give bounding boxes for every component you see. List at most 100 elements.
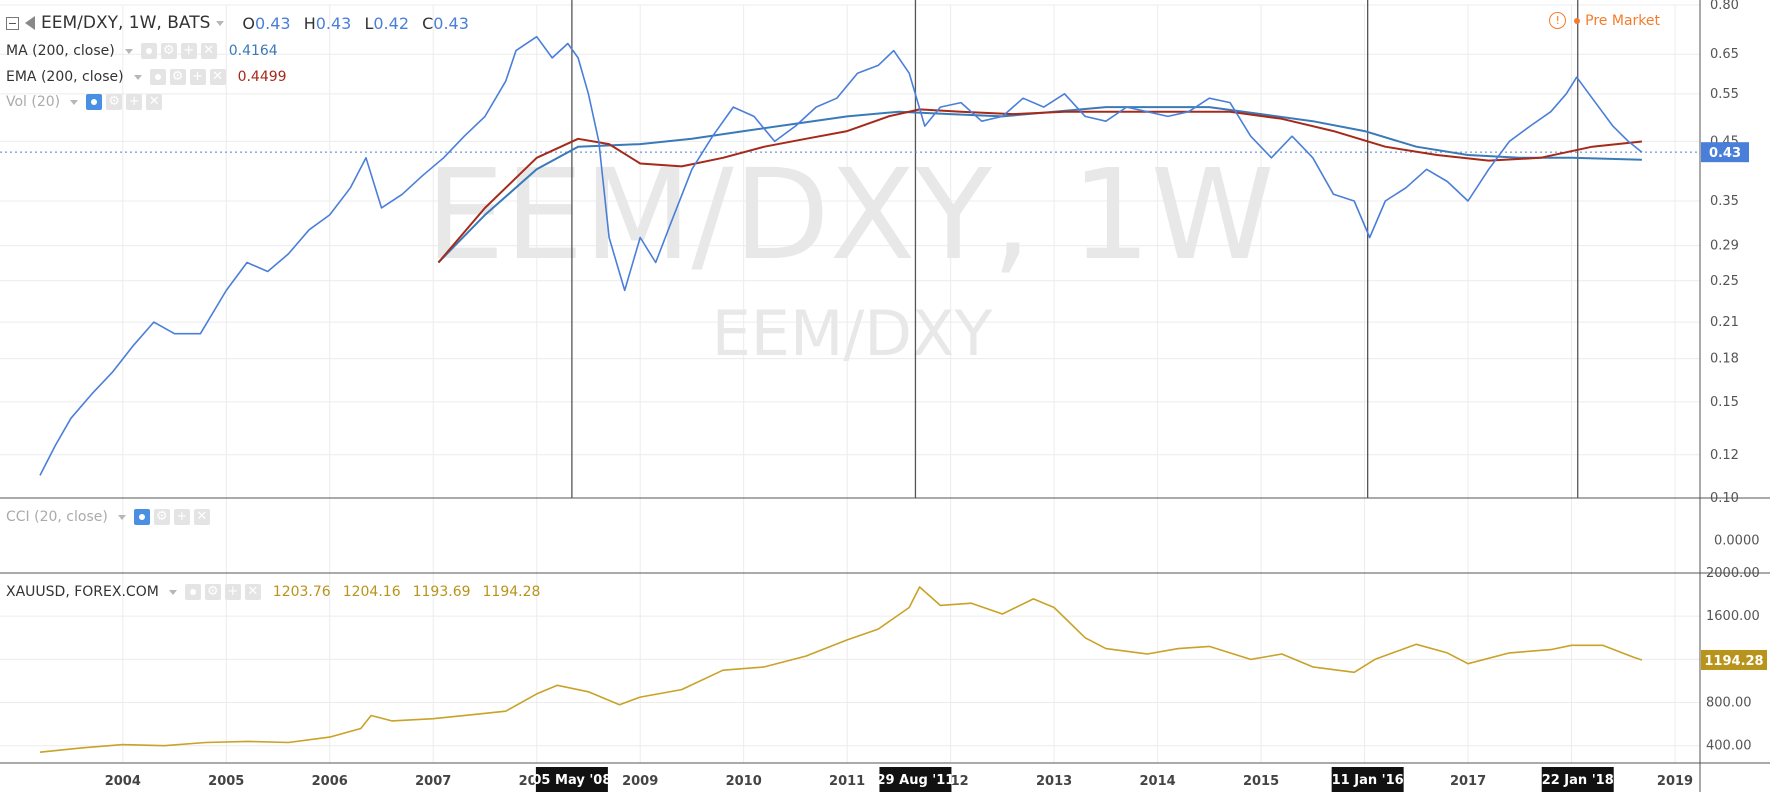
ohlc-close-key: C xyxy=(422,13,434,33)
event-label-box xyxy=(879,767,952,792)
status-dot-icon xyxy=(1574,17,1581,24)
vol-legend-name[interactable]: Vol (20) xyxy=(6,94,61,110)
premarket-label: Pre Market xyxy=(1585,12,1660,29)
close-icon[interactable]: ✕ xyxy=(200,43,217,59)
y-tick-label: 0.80 xyxy=(1710,0,1739,13)
ma-legend: MA (200, close) ⚙ + ✕ 0.4164 xyxy=(6,43,278,59)
gear-icon[interactable]: ⚙ xyxy=(169,69,186,85)
y-tick-label: 0.55 xyxy=(1710,87,1739,102)
premarket-badge[interactable]: ! Pre Market xyxy=(1549,12,1660,29)
price-label: 0.43 xyxy=(1709,146,1741,161)
gold-price-label-box xyxy=(1701,649,1767,670)
gear-icon[interactable]: ⚙ xyxy=(160,43,177,59)
gear-icon[interactable]: ⚙ xyxy=(204,584,221,600)
gold-low: 1193.69 xyxy=(412,584,471,600)
plus-icon[interactable]: + xyxy=(189,69,206,85)
gold-open: 1203.76 xyxy=(272,584,331,600)
ma-legend-value: 0.4164 xyxy=(228,43,278,59)
y-tick-label: 800.00 xyxy=(1706,696,1752,711)
eye-icon[interactable] xyxy=(133,509,150,525)
collapse-icon[interactable] xyxy=(6,16,19,30)
y-tick-label: 0.25 xyxy=(1710,274,1739,289)
plus-icon[interactable]: + xyxy=(126,94,143,110)
x-tick-label: 2005 xyxy=(208,774,244,789)
eem-dxy-series-line xyxy=(39,35,1643,476)
ema-legend-value: 0.4499 xyxy=(237,69,287,85)
cci-legend: CCI (20, close) ⚙ + ✕ xyxy=(6,509,214,525)
ohlc-high-value: 0.43 xyxy=(315,13,352,33)
ohlc-low-key: L xyxy=(364,13,374,33)
x-tick-label: 2015 xyxy=(1243,774,1279,789)
plus-icon[interactable]: + xyxy=(180,43,197,59)
ohlc-readout: O0.43 H0.43 L0.42 C0.43 xyxy=(242,14,469,33)
x-tick-label: 2017 xyxy=(1450,774,1486,789)
eye-icon[interactable] xyxy=(140,43,157,59)
gold-legend-name[interactable]: XAUUSD, FOREX.COM xyxy=(6,584,159,600)
y-tick-label: 0.18 xyxy=(1710,352,1739,367)
x-tick-label: 2013 xyxy=(1036,774,1072,789)
chevron-down-icon[interactable] xyxy=(70,99,79,105)
chevron-down-icon[interactable] xyxy=(216,20,225,26)
event-label: 05 May '08 xyxy=(532,773,611,788)
ohlc-open-value: 0.43 xyxy=(254,13,291,33)
y-tick-label: 400.00 xyxy=(1706,739,1752,754)
close-icon[interactable]: ✕ xyxy=(244,584,261,600)
gold-series-line xyxy=(39,586,1643,753)
gear-icon[interactable]: ⚙ xyxy=(153,509,170,525)
gear-icon[interactable]: ⚙ xyxy=(106,94,123,110)
gold-price-label: 1194.28 xyxy=(1704,654,1763,669)
y-tick-label: 0.65 xyxy=(1710,47,1739,62)
watermark-title: EEM/DXY, 1W xyxy=(426,143,1275,288)
chevron-down-icon[interactable] xyxy=(168,589,177,595)
cci-legend-name[interactable]: CCI (20, close) xyxy=(6,509,108,525)
ema-legend-name[interactable]: EMA (200, close) xyxy=(6,69,124,85)
ohlc-high-key: H xyxy=(303,13,316,33)
x-tick-label: 2011 xyxy=(829,774,865,789)
y-tick-label: 0.15 xyxy=(1710,395,1739,410)
chevron-down-icon[interactable] xyxy=(133,74,142,80)
plus-icon[interactable]: + xyxy=(224,584,241,600)
ohlc-low-value: 0.42 xyxy=(373,13,409,33)
plus-icon[interactable]: + xyxy=(173,509,190,525)
x-tick-label: 2010 xyxy=(726,774,762,789)
ema-legend: EMA (200, close) ⚙ + ✕ 0.4499 xyxy=(6,69,287,85)
x-tick-label: 2009 xyxy=(622,774,658,789)
x-tick-label: 2004 xyxy=(105,774,141,789)
event-label-box xyxy=(535,767,608,792)
event-label-box xyxy=(1541,767,1614,792)
ema-series-line xyxy=(437,108,1643,264)
eye-icon[interactable] xyxy=(149,69,166,85)
event-label: 11 Jan '16 xyxy=(1332,773,1404,788)
ohlc-open-key: O xyxy=(242,13,255,33)
watermark-subtitle: EEM/DXY xyxy=(712,297,993,370)
ma-legend-name[interactable]: MA (200, close) xyxy=(6,43,115,59)
flag-icon[interactable] xyxy=(25,16,35,30)
y-tick-label: 0.29 xyxy=(1710,239,1739,254)
vol-legend: Vol (20) ⚙ + ✕ xyxy=(6,94,166,110)
gold-high: 1204.16 xyxy=(342,584,401,600)
y-tick-label: 1600.00 xyxy=(1706,609,1760,624)
event-label-box xyxy=(1331,767,1404,792)
main-legend: EEM/DXY, 1W, BATS O0.43 H0.43 L0.42 C0.4… xyxy=(6,13,469,33)
close-icon[interactable]: ✕ xyxy=(193,509,210,525)
chevron-down-icon[interactable] xyxy=(117,514,126,520)
close-icon[interactable]: ✕ xyxy=(146,94,163,110)
event-label: 29 Aug '11 xyxy=(877,773,955,788)
close-icon[interactable]: ✕ xyxy=(209,69,226,85)
warning-icon: ! xyxy=(1549,12,1567,29)
x-tick-label: 2019 xyxy=(1657,774,1693,789)
chevron-down-icon[interactable] xyxy=(124,48,133,54)
y-tick-label: 0.35 xyxy=(1710,194,1739,209)
gold-close: 1194.28 xyxy=(482,584,541,600)
y-tick-label: 0.12 xyxy=(1710,448,1739,463)
x-tick-label: 2006 xyxy=(312,774,348,789)
symbol-title[interactable]: EEM/DXY, 1W, BATS xyxy=(41,13,211,33)
x-tick-label: 2014 xyxy=(1140,774,1176,789)
gold-legend: XAUUSD, FOREX.COM ⚙ + ✕ 1203.76 1204.16 11… xyxy=(6,584,540,600)
price-label-box xyxy=(1701,142,1749,163)
y-tick-label: 2000.00 xyxy=(1706,566,1760,581)
eye-icon[interactable] xyxy=(184,584,201,600)
y-tick-label: 0.10 xyxy=(1710,491,1739,506)
eye-icon[interactable] xyxy=(86,94,103,110)
